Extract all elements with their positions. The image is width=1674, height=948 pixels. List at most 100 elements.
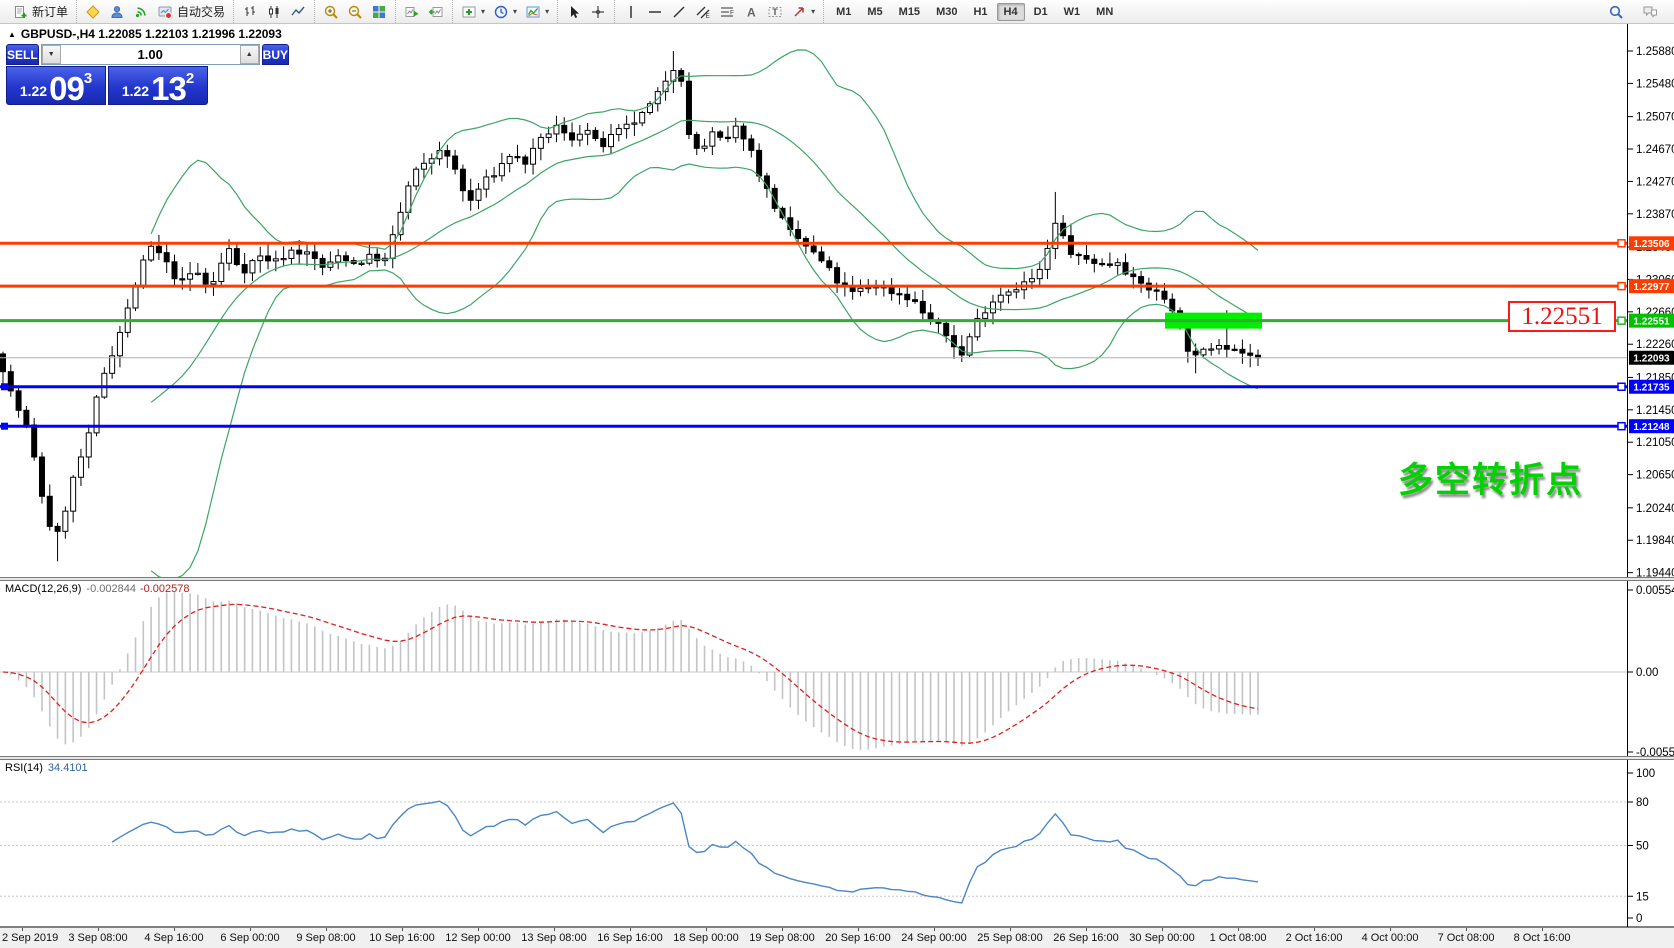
vertical-line-button[interactable] — [619, 0, 643, 24]
timeframe-w1-button[interactable]: W1 — [1063, 5, 1081, 18]
candlestick-chart-icon — [266, 4, 282, 20]
metaeditor-icon — [85, 4, 101, 20]
svg-text:A: A — [747, 5, 756, 19]
toolbar-group — [395, 0, 452, 23]
chevron-down-icon: ▾ — [481, 6, 486, 16]
macd-signal-line — [2, 603, 1259, 744]
autotrading-button[interactable]: 自动交易 — [153, 0, 229, 24]
buy-price-button[interactable]: 1.22 13 2 — [108, 66, 208, 105]
timeframe-h4-button[interactable]: H4 — [996, 2, 1025, 21]
horizontal-line-button[interactable] — [643, 0, 667, 24]
volume-input[interactable] — [60, 45, 240, 64]
rsi-tick-label: 100 — [1636, 768, 1655, 780]
periods-button[interactable]: ▾ — [489, 0, 521, 24]
rsi-panel-canvas[interactable]: 100 80 50 15 0 — [0, 760, 1674, 928]
cursor-button[interactable] — [562, 0, 586, 24]
sell-button[interactable]: SELL — [6, 44, 39, 65]
macd-panel-canvas[interactable]: 0.005543 0.00 -0.005583 — [0, 581, 1674, 756]
bollinger-lower-line[interactable] — [150, 163, 1259, 577]
price-axis[interactable]: 1.25880 1.25480 1.25070 1.24670 1.24270 1.238… — [1627, 24, 1674, 577]
zoom-in-button[interactable] — [319, 0, 343, 24]
time-axis[interactable]: 2 Sep 2019 3 Sep 08:00 4 Sep 16:00 6 Sep 00… — [0, 928, 1674, 948]
volume-decrease-button[interactable]: ▼ — [41, 45, 61, 64]
collapse-quotes-icon[interactable]: ▲ — [8, 29, 16, 39]
bollinger-upper-line[interactable] — [150, 49, 1259, 270]
bollinger-middle-line[interactable] — [150, 119, 1259, 403]
arrows-button[interactable]: ▾ — [787, 0, 819, 24]
time-tick — [782, 928, 783, 931]
new-order-button[interactable]: 新订单 — [8, 0, 72, 24]
time-label: 3 Sep 08:00 — [68, 932, 128, 944]
panel-splitter[interactable] — [0, 756, 1674, 760]
text-button[interactable]: A — [739, 0, 763, 24]
search-icon — [1608, 4, 1624, 20]
price-tick-label: 1.23870 — [1636, 209, 1674, 221]
line-left-handle[interactable] — [1, 422, 8, 430]
chat-icon — [1642, 4, 1658, 20]
svg-text:E: E — [706, 13, 711, 20]
line-anchor-handle[interactable] — [1617, 281, 1626, 291]
zoom-out-button[interactable] — [343, 0, 367, 24]
line-anchor-handle[interactable] — [1617, 382, 1626, 391]
chevron-down-icon: ▾ — [513, 6, 518, 16]
auto-scroll-button[interactable] — [400, 0, 424, 24]
macd-tick-label: 0.00 — [1636, 667, 1658, 679]
timeframe-m1-button[interactable]: M1 — [836, 5, 852, 18]
chart-shift-button[interactable] — [424, 0, 448, 24]
price-tick-label: 1.20650 — [1636, 470, 1674, 482]
chat-button[interactable] — [1638, 0, 1662, 24]
trendline-button[interactable] — [667, 0, 691, 24]
buy-price-sup: 2 — [185, 70, 195, 87]
rsi-tick-label: 0 — [1636, 913, 1642, 925]
timeframe-h1-button[interactable]: H1 — [973, 5, 988, 18]
chart-title: ▲ GBPUSD-,H4 1.22085 1.22103 1.21996 1.2… — [8, 27, 282, 41]
buy-button[interactable]: BUY — [261, 44, 290, 65]
price-divider — [106, 66, 108, 105]
periods-icon — [493, 4, 509, 20]
chevron-down-icon: ▾ — [811, 6, 816, 16]
time-label: 16 Sep 16:00 — [597, 932, 663, 944]
text-label-button[interactable]: T — [763, 0, 787, 24]
toolbar-group: 自动交易 — [76, 0, 233, 23]
price-tick-label: 1.24670 — [1636, 144, 1674, 156]
signals-button[interactable] — [129, 0, 153, 24]
bar-chart-button[interactable] — [238, 0, 262, 24]
rsi-tick-label: 50 — [1636, 841, 1649, 853]
main-chart-canvas[interactable]: 1.25880 1.25480 1.25070 1.24670 1.24270 1.238… — [0, 24, 1674, 577]
rsi-axis[interactable]: 100 80 50 15 0 — [0, 760, 1674, 928]
zoom-out-icon — [347, 4, 363, 20]
tile-windows-button[interactable] — [367, 0, 391, 24]
line-left-handle[interactable] — [1, 383, 8, 391]
search-button[interactable] — [1604, 0, 1628, 24]
crosshair-button[interactable] — [586, 0, 610, 24]
time-tick — [1086, 928, 1087, 931]
macd-signal-value: -0.002578 — [139, 583, 190, 595]
price-annotation-box[interactable]: 1.22551 — [1508, 301, 1616, 332]
line-anchor-handle[interactable] — [1617, 316, 1626, 325]
line-chart-button[interactable] — [286, 0, 310, 24]
volume-increase-button[interactable]: ▲ — [239, 45, 259, 64]
panel-splitter[interactable] — [0, 577, 1674, 581]
channel-button[interactable]: E — [691, 0, 715, 24]
metaeditor-button[interactable] — [81, 0, 105, 24]
timeframe-m15-button[interactable]: M15 — [898, 5, 921, 18]
timeframe-d1-button[interactable]: D1 — [1033, 5, 1048, 18]
timeframe-m30-button[interactable]: M30 — [936, 5, 958, 18]
fibonacci-button[interactable]: F — [715, 0, 739, 24]
macd-axis[interactable]: 0.005543 0.00 -0.005583 — [1627, 581, 1674, 756]
timeframe-group: M1 M5 M15 M30 H1 H4 D1 W1 MN — [823, 0, 1125, 23]
line-anchor-handle[interactable] — [1617, 421, 1626, 431]
templates-button[interactable]: ▾ — [521, 0, 553, 24]
timeframe-mn-button[interactable]: MN — [1096, 5, 1114, 18]
chart-background — [0, 24, 1674, 928]
rsi-tick-label: 80 — [1636, 797, 1649, 809]
turning-point-annotation[interactable]: 多空转折点 — [1398, 461, 1584, 500]
terminal-button[interactable] — [105, 0, 129, 24]
candlestick-chart-button[interactable] — [262, 0, 286, 24]
macd-histogram — [9, 592, 1259, 750]
indicators-button[interactable]: ▾ — [457, 0, 489, 24]
auto-scroll-icon — [404, 4, 420, 20]
timeframe-m5-button[interactable]: M5 — [867, 5, 883, 18]
sell-price-button[interactable]: 1.22 09 3 — [6, 66, 106, 105]
line-anchor-handle[interactable] — [1617, 239, 1626, 248]
